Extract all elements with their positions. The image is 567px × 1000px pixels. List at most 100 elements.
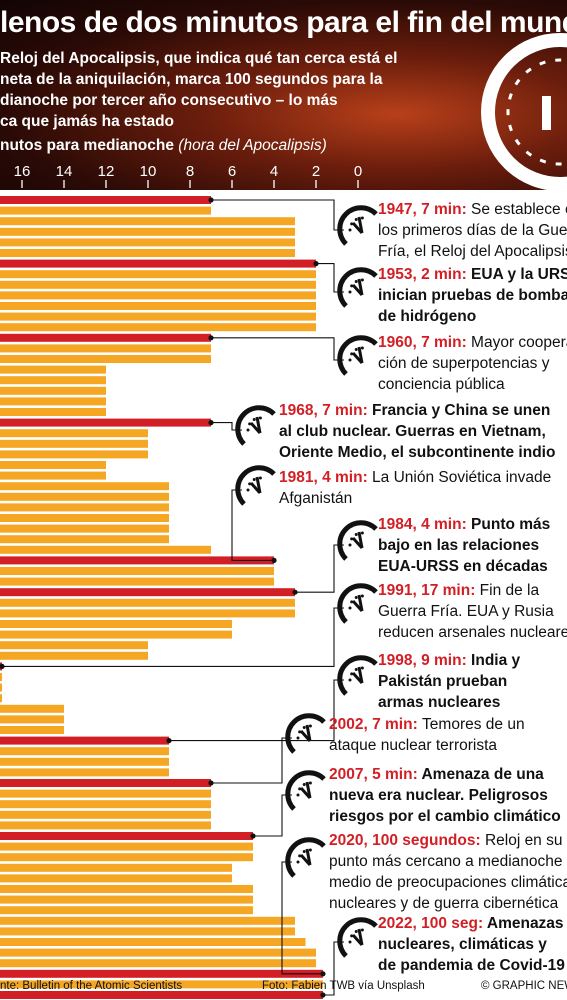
highlight-bar [0,259,316,268]
leader-line [169,679,344,742]
bar [0,471,106,480]
bar [0,927,295,936]
subtitle-line: neta de la aniquilación, marca 100 segun… [0,71,383,88]
annotation-first-line: 1981, 4 min: La Unión Soviética invade [279,467,567,488]
annotation-1984: 1984, 4 min: Punto más bajo en las relaci… [378,514,567,577]
bar [0,598,295,607]
x-tick-label: 2 [312,163,320,180]
bar [0,874,232,883]
leader-dot [250,833,256,839]
bar [0,715,64,724]
annotation-1968: 1968, 7 min: Francia y China se unen al c… [279,400,567,463]
annotation-desc: EUA y la URSS [471,266,567,283]
bar [0,842,253,851]
bar [0,641,148,650]
mini-clock-icon [285,837,326,878]
annotation-line: los primeros días de la Guerra [378,222,567,239]
subtitle-line: ca que jamás ha estado [0,113,175,130]
annotation-1953: 1953, 2 min: EUA y la URSS inician prueba… [378,264,567,327]
x-tick-label: 14 [56,163,73,180]
bar [0,630,232,639]
bar [0,227,295,236]
axis-title-label: nutos para medianoche [0,137,174,154]
annotation-1947: 1947, 7 min: Se establece en los primeros… [378,199,567,262]
bar [0,249,295,257]
mini-clock-icon [337,205,378,246]
annotation-line: ataque nuclear terrorista [329,737,498,754]
footer: nte: Bulletin of the Atomic Scientists F… [0,978,567,1000]
bar [0,906,253,915]
highlight-bar [0,991,323,999]
bar [0,450,148,459]
annotation-lead: 1968, 7 min: [279,402,373,419]
highlight-bar [0,832,253,840]
annotation-line: nucleares y de guerra cibernética [329,895,559,912]
annotation-desc: Francia y China se unen [372,402,551,419]
mini-clock-icon [235,465,276,506]
annotation-line: Pakistán prueban [378,673,508,690]
annotation-first-line: 2022, 100 seg: Amenazas [378,913,567,934]
subtitle: Reloj del Apocalipsis, que indica qué ta… [0,48,450,132]
axis-title: nutos para medianoche (hora del Apocalip… [0,137,327,155]
bar [0,408,106,416]
bar [0,355,211,363]
leader-dot [208,335,214,341]
highlight-bar [0,588,295,597]
annotation-line: inician pruebas de bombas [378,287,567,304]
bar [0,895,253,904]
annotation-lead: 1947, 7 min: [378,201,472,218]
annotation-1960: 1960, 7 min: Mayor coopera-ción de super… [378,332,567,395]
bar [0,535,169,544]
bar [0,323,316,332]
source-credit: nte: Bulletin of the Atomic Scientists [0,980,183,992]
annotation-first-line: 1953, 2 min: EUA y la URSS [378,264,567,285]
bar [0,397,106,406]
highlight-bar [0,333,211,342]
mini-clock-icon [337,520,378,561]
bar [0,863,232,872]
bar [0,270,316,279]
annotation-lead: 1981, 4 min: [279,469,373,486]
leader-line [211,199,344,231]
bar [0,461,106,469]
annotation-lead: 1960, 7 min: [378,334,472,351]
bar [0,439,148,448]
axis-title-note: (hora del Apocalipsis) [178,137,327,154]
bar [0,789,211,798]
annotation-first-line: 1991, 17 min: Fin de la [378,580,567,601]
leader-dot [320,992,326,998]
x-tick-label: 0 [354,163,362,180]
annotation-desc: Se establece en [471,201,567,218]
leader-line [295,544,344,593]
annotation-line: Afganistán [279,490,353,507]
bar [0,757,169,766]
leader-dot [208,780,214,786]
annotation-lead: 2002, 7 min: [329,716,423,733]
subtitle-line: Reloj del Apocalipsis, que indica qué ta… [0,50,398,67]
bar [0,959,316,968]
annotation-line: riesgos por el cambio climático [329,808,561,825]
x-tick-label: 10 [140,163,157,180]
highlight-bar [0,969,323,978]
annotation-first-line: 2007, 5 min: Amenaza de una [329,764,567,785]
bar [0,694,2,703]
leader-dot [320,971,326,977]
bar [0,726,64,734]
photo-credit: Foto: Fabien TWB vía Unsplash [262,980,425,992]
annotation-2007: 2007, 5 min: Amenaza de una nueva era nuc… [329,764,567,827]
mini-clock-icon [285,770,326,811]
bar [0,217,295,226]
bar [0,280,316,289]
annotation-desc: Reloj en su [484,832,563,849]
annotation-desc: Punto más [471,516,551,533]
annotation-line: EUA-URSS en décadas [378,558,548,575]
bar [0,651,148,660]
bar [0,609,295,618]
bar [0,567,274,575]
bar [0,545,211,554]
bar [0,577,274,586]
bar [0,238,295,247]
annotation-line: reducen arsenales nucleares [378,624,567,641]
annotation-lead: 2007, 5 min: [329,766,422,783]
